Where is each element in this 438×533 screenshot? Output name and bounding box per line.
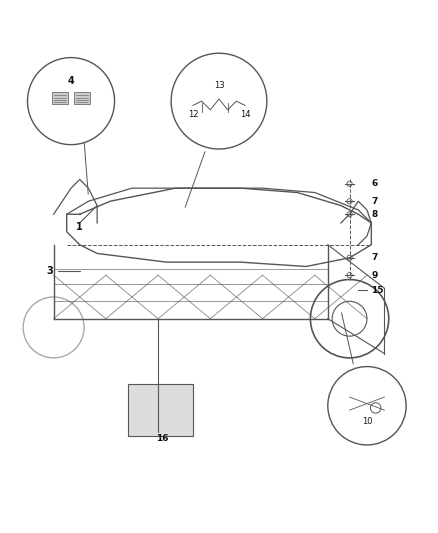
Text: 4: 4	[67, 76, 74, 86]
Text: 12: 12	[187, 110, 198, 119]
Circle shape	[171, 53, 267, 149]
Text: 10: 10	[362, 417, 372, 426]
Text: 7: 7	[371, 197, 378, 206]
Text: 6: 6	[371, 179, 378, 188]
FancyBboxPatch shape	[74, 92, 90, 104]
Text: 14: 14	[240, 110, 251, 119]
Text: 9: 9	[371, 271, 378, 280]
Text: 7: 7	[371, 253, 378, 262]
Text: 3: 3	[46, 266, 53, 276]
Circle shape	[28, 58, 115, 144]
FancyBboxPatch shape	[52, 92, 68, 104]
Circle shape	[328, 367, 406, 445]
Text: 16: 16	[156, 434, 169, 443]
FancyBboxPatch shape	[127, 384, 193, 436]
Text: 1: 1	[76, 222, 83, 232]
Text: 13: 13	[214, 81, 224, 90]
Text: 15: 15	[371, 286, 384, 295]
Text: 8: 8	[371, 210, 378, 219]
